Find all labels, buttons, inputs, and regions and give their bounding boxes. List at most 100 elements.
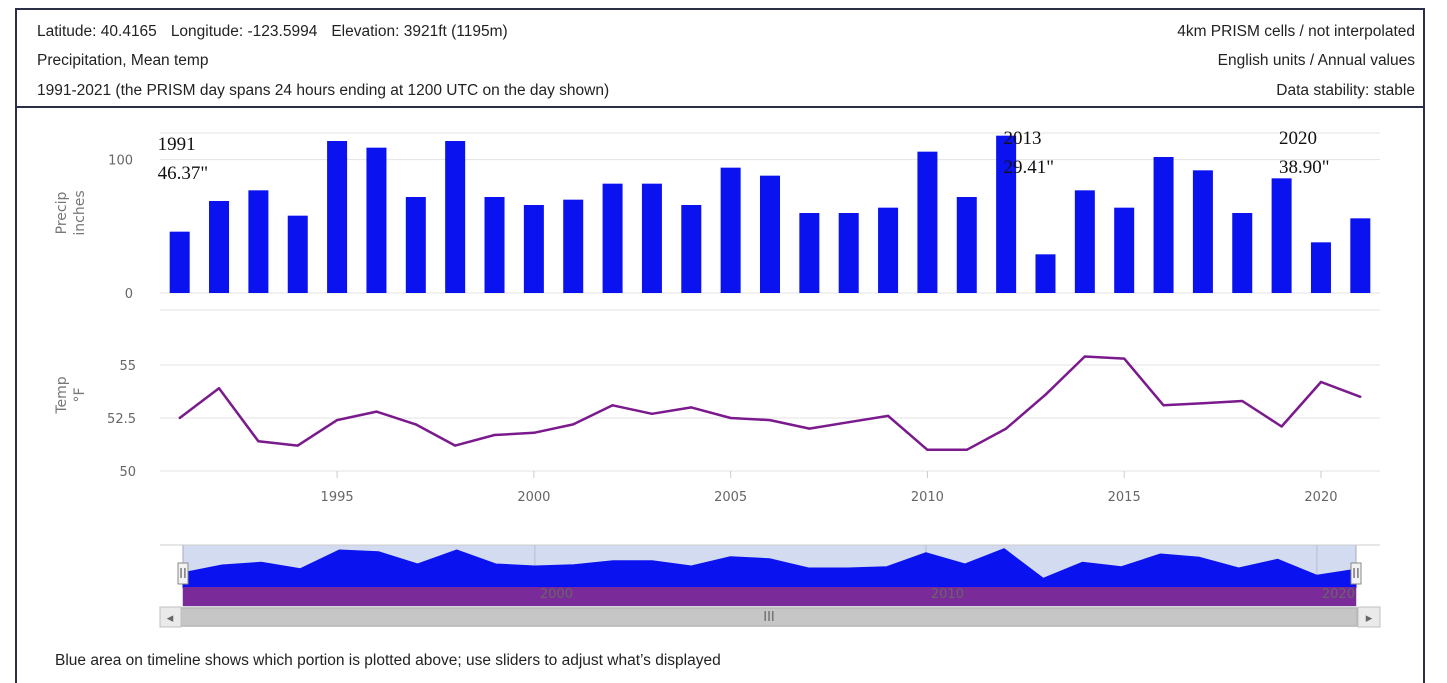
temp-point [1044,393,1047,396]
footer-note: Blue area on timeline shows which portio… [55,652,721,669]
precip-bar [405,197,426,293]
precip-bar [956,197,977,293]
info-header: Latitude: 40.4165 Longitude: -123.5994 Ele… [17,10,1423,108]
elevation: Elevation: 3921ft (1195m) [331,23,508,40]
x-tick-label: 1995 [321,490,354,505]
temp-point [847,421,850,424]
right-arrow-icon: ▸ [1366,611,1373,626]
precip-bar [1350,218,1371,293]
precip-bar [523,205,544,293]
temp-point [335,418,339,422]
navigator-temp-area [183,587,1356,606]
precip-bar [838,213,859,293]
annotation-value: 29.41" [1003,157,1054,178]
precip-bar [327,141,348,293]
temp-ytick-label: 52.5 [107,412,136,427]
annotation-value: 46.37" [158,163,209,184]
temp-point [572,423,575,426]
temp-point [414,423,418,426]
navigator-tick-label: 2020 [1322,587,1355,602]
precip-bar [878,207,899,293]
x-tick-label: 2010 [911,490,944,505]
annotation-year: 2020 [1279,128,1317,149]
precip-bar [1153,157,1174,293]
temp-ytick-label: 55 [119,359,136,374]
precip-bar [1232,213,1253,293]
annotation-value: 38.90" [1279,157,1330,178]
precip-bar [484,197,505,293]
scrollbar-right-arrow-button[interactable] [1357,606,1381,628]
navigator-handle[interactable] [1350,562,1362,585]
navigator-handle-grip: II [1352,567,1360,582]
temp-point [217,387,221,390]
temp-point [965,448,968,451]
temp-point [1201,401,1205,405]
temp-point [178,416,181,420]
precip-bar [1192,170,1213,293]
x-tick-label: 2015 [1108,490,1141,505]
precip-bar [996,135,1017,293]
precip-bar [248,190,269,293]
left-arrow-icon: ◂ [167,611,174,626]
variables: Precipitation, Mean temp [37,52,209,69]
units-info: English units / Annual values [1217,52,1415,69]
temp-point [611,404,614,407]
temp-line [178,355,1361,452]
precip-bar [169,231,190,293]
chart-frame: Latitude: 40.4165 Longitude: -123.5994 Ele… [15,8,1425,683]
precip-bar [799,213,820,293]
precip-ylabel-line1: Precip [54,192,70,235]
temp-point [690,406,693,409]
precip-ylabel-line2: inches [72,190,88,235]
annotation-year: 2013 [1003,128,1041,149]
temp-point [1122,357,1126,360]
temp-point [1083,355,1087,358]
navigator-tick-label: 2000 [540,587,573,602]
temp-point [1004,427,1008,430]
precip-bar [641,183,662,293]
precip-bar [209,201,230,293]
precip-bar [1074,190,1095,293]
x-tick-label: 2020 [1304,490,1337,505]
x-tick-label: 2000 [517,490,550,505]
x-tick-label: 2005 [714,490,747,505]
navigator-tick-label: 2010 [931,587,964,602]
precip-bar [563,199,584,293]
cells-info: 4km PRISM cells / not interpolated [1177,23,1415,40]
precip-bar [366,147,387,293]
temp-point [375,410,378,413]
precip-ytick-label: 0 [125,287,133,302]
precip-bar [445,141,466,293]
temp-point [532,431,536,435]
scrollbar-grip: III [763,610,775,625]
temp-ylabel-line2: °F [72,387,88,402]
precip-bar [1310,242,1331,293]
temp-point [1319,380,1323,384]
location-line: Latitude: 40.4165 Longitude: -123.5994 Ele… [37,23,508,41]
latitude: Latitude: 40.4165 [37,23,157,40]
precip-ylabel: Precip inches [54,190,88,235]
precip-bar [760,175,780,293]
navigator-handle-grip: II [179,567,187,582]
temp-point [808,427,811,430]
temp-point [729,416,732,420]
temp-point [453,444,457,447]
temp-point [768,418,772,422]
scrollbar-left-arrow-button[interactable] [159,606,182,628]
navigator-precip-area [182,548,1357,589]
temp-point [257,440,260,443]
temp-point [1280,425,1283,428]
precip-bar [1271,178,1292,293]
precip-bar [720,167,741,293]
precip-bar [1114,207,1135,293]
precip-ytick-label: 100 [108,154,133,169]
temp-point [493,433,496,437]
navigator-handle[interactable] [177,562,189,585]
temp-point [886,414,890,418]
temp-point [1359,395,1362,398]
precip-bar [917,151,938,293]
temp-ylabel: Temp °F [54,376,88,414]
precip-bar [602,183,623,293]
temp-point [650,412,654,415]
